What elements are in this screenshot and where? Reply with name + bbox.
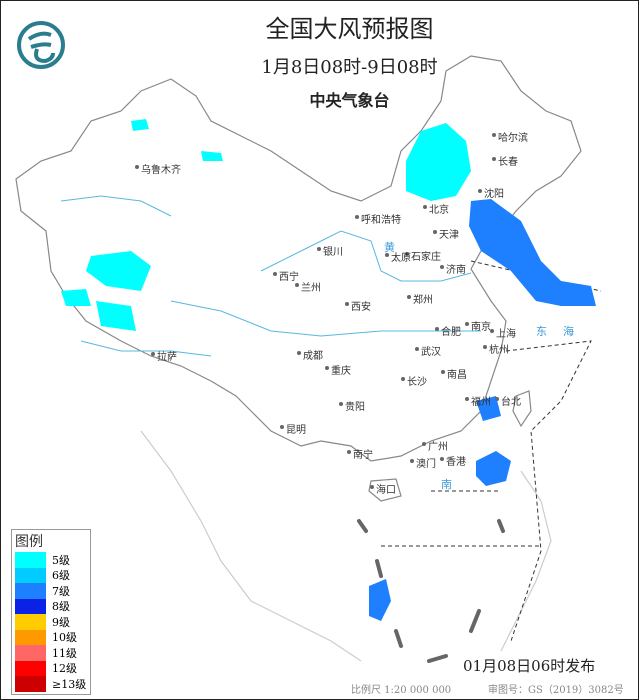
legend-label: ≥13级 [52,677,87,691]
legend-label: 7级 [52,584,70,598]
map-review-number: 审图号：GS（2019）3082号 [488,685,624,696]
legend-item: 5级 [12,552,90,568]
legend-swatch [15,629,46,645]
map-title: 全国大风预报图 [265,15,434,43]
legend-title: 图例 [15,534,43,550]
legend-swatch [15,552,46,568]
legend-label: 12级 [52,662,77,676]
city-label: 香港 [440,453,466,468]
city-label: 南宁 [347,446,373,461]
sea-boundaries [381,260,602,642]
legend-swatch [15,567,46,583]
legend-swatch [15,645,46,661]
city-label: 武汉 [415,343,441,358]
issuer: 中央气象台 [309,91,390,110]
legend-item: 10级 [12,629,90,645]
city-label: 海口 [370,481,396,496]
legend: 图例 5级 6级 7级 8级 9级 10级 11级 12级 ≥13级 [11,529,91,695]
wind-area-level5 [406,123,471,201]
city-label: 长沙 [401,373,427,388]
city-label: 西宁 [273,268,299,283]
city-label: 贵阳 [339,398,365,413]
forecast-period: 1月8日08时-9日08时 [261,57,438,78]
city-label: 哈尔滨 [492,129,528,144]
city-label: 银川 [317,243,343,258]
city-label: 郑州 [407,291,433,306]
legend-item: 6级 [12,567,90,583]
city-label: 昆明 [280,421,306,436]
issue-time: 01月08日06时发布 [463,657,596,675]
legend-item: 11级 [12,645,90,661]
city-label: 石家庄 [405,248,441,263]
nine-dash-line [357,519,505,663]
city-label: 天津 [433,226,459,241]
cma-logo-icon [17,21,65,69]
sea-label: 黄 [384,241,395,254]
city-label: 澳门 [410,455,436,470]
city-label: 拉萨 [151,348,177,363]
city-label: 济南 [440,261,466,276]
wind-area-level7-yellow-sea [469,199,596,306]
legend-label: 10级 [52,631,77,645]
city-label: 乌鲁木齐 [135,161,181,176]
city-label: 广州 [422,438,448,453]
wind-area-level7-taiwan-strait [476,396,501,421]
city-label: 成都 [297,347,323,362]
wind-area-level5-west [61,119,223,331]
legend-label: 9级 [52,615,70,629]
sea-label: 海 [563,325,574,338]
legend-label: 11级 [52,646,77,660]
city-label: 长春 [492,153,518,168]
city-label: 沈阳 [478,185,504,200]
city-label: 南京 [465,318,491,333]
legend-item: 7级 [12,583,90,599]
sea-label: 南 [441,478,452,491]
city-label: 重庆 [325,362,351,377]
city-label: 兰州 [295,279,321,294]
city-label: 合肥 [435,323,461,338]
wind-area-level7-south-china [476,451,511,486]
map-scale: 比例尺 1:20 000 000 [351,685,452,696]
legend-item: 9级 [12,614,90,630]
city-label: 太原 [385,249,411,264]
legend-item: 8级 [12,598,90,614]
city-label: 台北 [495,393,521,408]
city-label: 北京 [423,201,449,216]
city-label: 呼和浩特 [355,211,401,226]
sea-label: 东 [536,325,547,338]
city-label: 西安 [345,298,371,313]
legend-label: 6级 [52,569,70,583]
legend-label: 5级 [52,553,70,567]
wind-area-level7-vietnam-coast [369,579,391,621]
legend-swatch [15,676,46,692]
legend-label: 8级 [52,600,70,614]
legend-item: ≥13级 [12,676,90,692]
legend-swatch [15,583,46,599]
legend-swatch [15,660,46,676]
city-label: 上海 [490,325,516,340]
rivers [60,195,481,357]
legend-item: 12级 [12,660,90,676]
city-label: 南昌 [441,366,467,381]
city-label: 杭州 [483,341,509,356]
china-outline [15,55,582,662]
city-label: 福州 [465,393,491,408]
legend-swatch [15,614,46,630]
legend-swatch [15,598,46,614]
wind-areas [61,119,596,621]
